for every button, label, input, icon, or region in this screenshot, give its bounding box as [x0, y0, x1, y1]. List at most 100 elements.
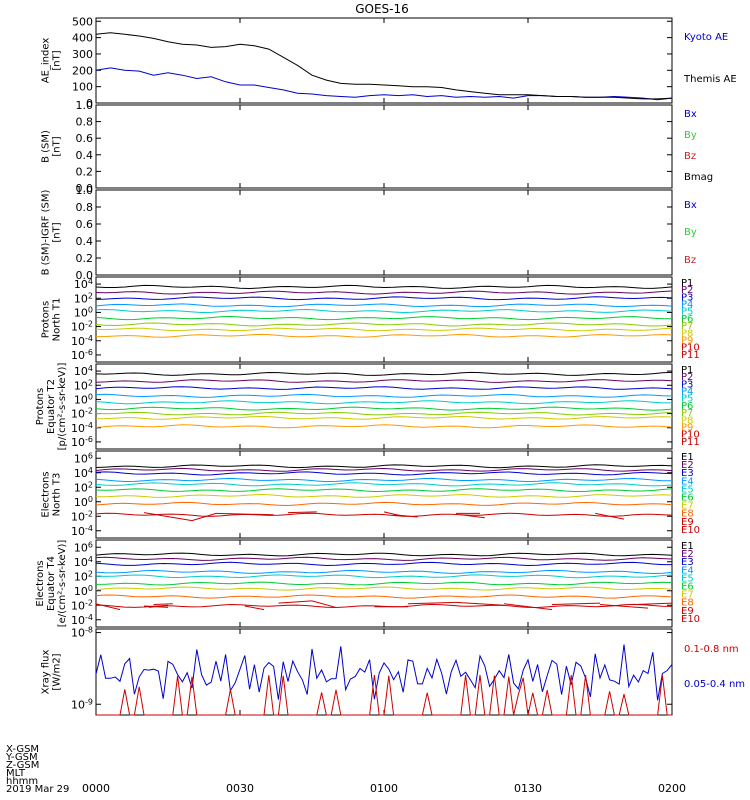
y-tick-label: 10-6 — [71, 435, 93, 449]
series-line-e3 — [95, 471, 673, 476]
y-tick-label: 106 — [74, 540, 93, 554]
x-tick-label-0030: 0030 — [226, 782, 254, 795]
y-axis-label: [e/(cm²-s-sr-keV)] — [57, 540, 68, 628]
series-line-p3 — [95, 386, 673, 390]
legend-p2: P2 — [681, 372, 693, 383]
sparse-segment — [143, 512, 193, 522]
y-tick-label: 10-6 — [71, 348, 93, 362]
y-tick-label: 100 — [74, 584, 93, 598]
y-tick-label: 102 — [74, 378, 93, 392]
y-tick-label: 10-2 — [71, 320, 93, 334]
y-tick-label: 10-9 — [71, 697, 93, 711]
sparse-segment — [287, 511, 317, 514]
y-tick-label: 0.4 — [76, 235, 94, 248]
legend-bz: Bz — [684, 255, 696, 266]
y-tick-label: 300 — [72, 48, 93, 61]
y-tick-label: 104 — [74, 555, 93, 569]
series-line-e9 — [95, 512, 673, 517]
series-line-p2 — [95, 290, 673, 295]
panel-8: 10-8 10-9 Xray flux [W/m2] 0.1-0.8 nm 0.05-0.… — [41, 626, 745, 716]
sparse-segment — [278, 600, 313, 604]
legend-by: By — [684, 130, 697, 141]
series-line-e7 — [95, 493, 673, 498]
series-line-e3 — [95, 561, 672, 567]
legend-e5: E5 — [681, 484, 694, 495]
legend-p8: P8 — [681, 328, 693, 339]
series-line-p8 — [95, 327, 673, 332]
sparse-segment — [460, 514, 485, 519]
y-tick-label: 0.8 — [76, 116, 94, 129]
footer-row-labels: X-GSM Y-GSM Z-GSM MLT hhmm 2019 Mar 29 — [6, 744, 69, 795]
sparse-segment — [551, 602, 601, 606]
series-line-e2 — [95, 556, 673, 561]
legend-e3: E3 — [681, 468, 694, 479]
series-line-p6 — [95, 315, 672, 321]
legend-p1: P1 — [681, 365, 693, 376]
y-tick-label: 0.2 — [76, 165, 94, 178]
y-axis-label: [W/m2] — [52, 653, 63, 690]
legend-bx: Bx — [684, 109, 697, 120]
y-axis-label: Electrons — [41, 471, 52, 517]
series-line-e5 — [95, 574, 673, 579]
y-tick-label: 0.0 — [76, 182, 94, 195]
legend-e9: E9 — [681, 606, 694, 617]
y-tick-label: 100 — [74, 305, 93, 319]
sparse-segment — [153, 603, 173, 606]
legend-e4: E4 — [681, 565, 694, 576]
y-tick-label: 10-4 — [71, 613, 93, 627]
footer-row-mlt: MLT — [6, 768, 25, 779]
series-line-p4 — [95, 303, 673, 308]
legend-bx: Bx — [684, 200, 697, 211]
panel-frame — [95, 628, 673, 716]
series-line-e1 — [95, 552, 673, 557]
legend-p5: P5 — [681, 394, 693, 405]
panel-frame — [95, 450, 673, 539]
series-line-p4 — [95, 393, 673, 398]
y-tick-label: 104 — [74, 364, 93, 378]
series-line-e4 — [95, 569, 673, 575]
series-line-e8 — [95, 594, 673, 599]
panel-1: 500 400 300 200 100 0 AE_index [nT] Kyoto AE Them… — [41, 15, 737, 110]
y-axis-label: [nT] — [52, 50, 63, 70]
y-tick-label: 104 — [74, 466, 93, 480]
sparse-segment — [599, 604, 649, 609]
footer-row-xgsm: X-GSM — [6, 744, 40, 755]
y-tick-label: 102 — [74, 291, 93, 305]
legend-p1: P1 — [681, 278, 693, 289]
legend-kyoto-ae: Kyoto AE — [684, 32, 728, 43]
y-axis-label: Equator T2 — [46, 379, 57, 434]
xray-short-line — [96, 674, 672, 716]
legend-e9: E9 — [681, 517, 694, 528]
x-tick-label-0130: 0130 — [514, 782, 542, 795]
series-line-p1 — [95, 284, 673, 290]
legend-p8: P8 — [681, 415, 693, 426]
panel-frame — [95, 17, 673, 104]
legend-p11: P11 — [681, 437, 700, 448]
y-tick-label: 400 — [72, 32, 93, 45]
legend-p7: P7 — [681, 408, 693, 419]
y-tick-label: 102 — [74, 480, 93, 494]
series-line-kyoto-ae — [95, 67, 673, 101]
y-axis-label: Protons — [35, 388, 46, 425]
legend-p11: P11 — [681, 350, 700, 361]
sparse-segment — [215, 512, 274, 516]
y-tick-label: 10-4 — [71, 524, 93, 538]
footer-row-hhmm: hhmm — [6, 776, 39, 787]
series-line-e1 — [95, 464, 673, 469]
legend-p6: P6 — [681, 314, 693, 325]
legend-e6: E6 — [681, 493, 694, 504]
panel-frame — [95, 276, 673, 363]
chart-title: GOES-16 — [355, 2, 409, 16]
panel-frame — [95, 189, 673, 276]
legend-xray-0: 0.1-0.8 nm — [684, 644, 739, 655]
y-tick-label: 0 — [86, 97, 93, 110]
y-tick-label: 10-2 — [71, 598, 93, 612]
y-tick-label: 0.8 — [76, 201, 94, 214]
y-axis-label: B (SM) — [41, 130, 52, 163]
legend-e1: E1 — [681, 452, 694, 463]
legend-p9: P9 — [681, 422, 693, 433]
series-line-p7 — [95, 411, 673, 416]
legend-p3: P3 — [681, 379, 693, 390]
y-tick-label: 10-2 — [71, 509, 93, 523]
